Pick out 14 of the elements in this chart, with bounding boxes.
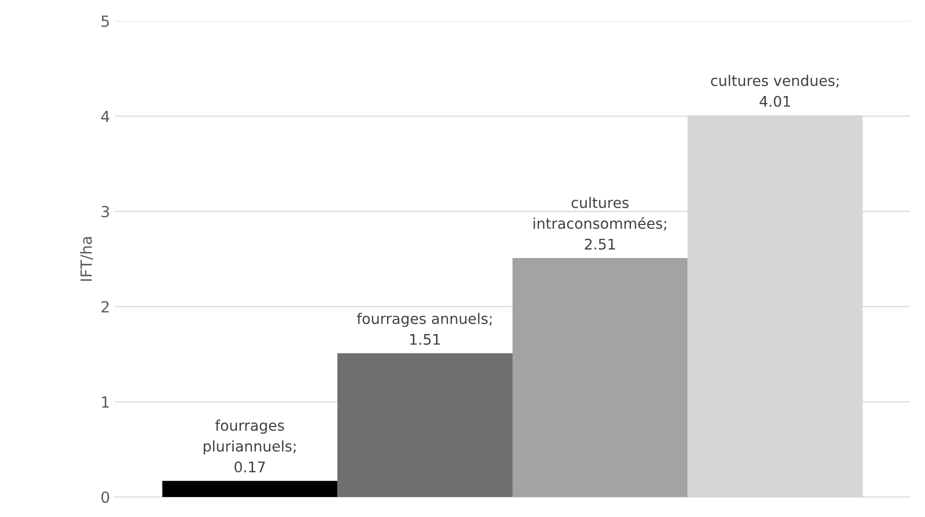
y-axis-title: IFT/ha: [80, 237, 94, 281]
data-label: fourrages annuels; 1.51: [356, 312, 492, 345]
y-tick-label: 2: [102, 301, 109, 312]
y-tick-label: 4: [101, 110, 110, 122]
y-tick-label: 5: [102, 16, 109, 28]
bar: [337, 353, 512, 497]
bar: [512, 258, 688, 497]
y-tick-label: 0: [101, 491, 110, 504]
data-label: fourrages pluriannuels; 0.17: [204, 420, 296, 472]
y-tick-label: 1: [102, 396, 109, 408]
y-tick-label: 3: [102, 206, 109, 218]
data-label: cultures intraconsommées; 2.51: [534, 196, 666, 250]
data-label: cultures vendues; 4.01: [710, 74, 838, 107]
bar: [162, 480, 338, 497]
